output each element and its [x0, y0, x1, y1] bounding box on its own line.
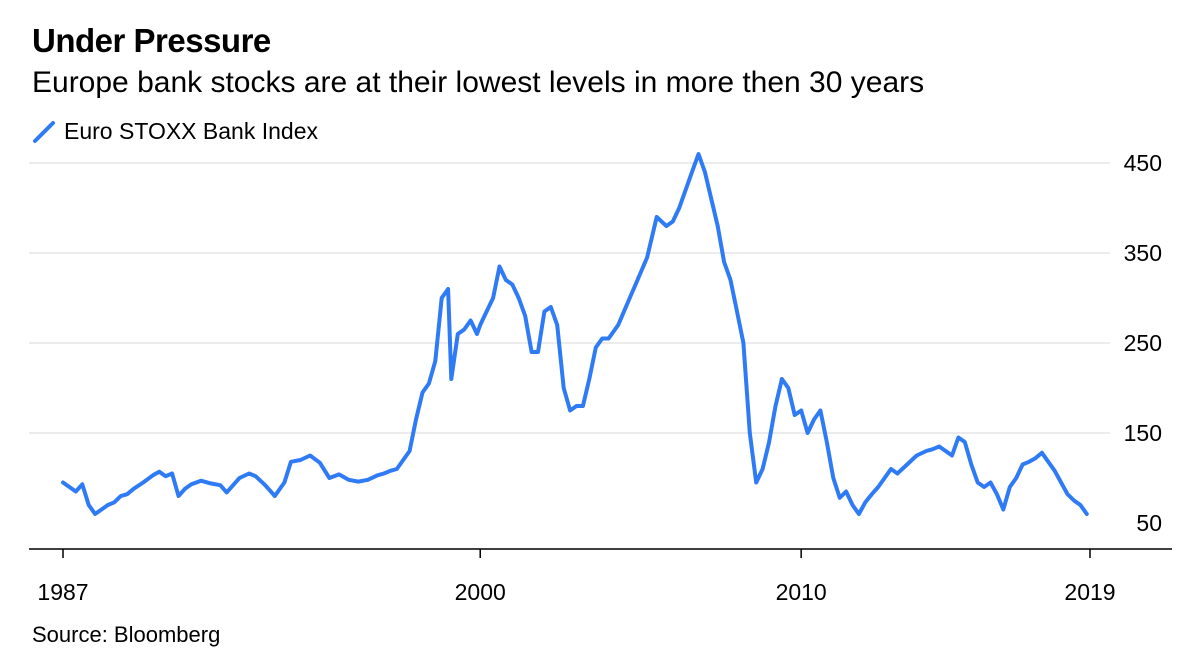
chart-title: Under Pressure: [32, 22, 271, 59]
legend-label: Euro STOXX Bank Index: [64, 118, 318, 144]
x-tick-label: 2019: [1064, 579, 1115, 605]
y-tick-label: 150: [1124, 420, 1162, 446]
y-tick-label: 350: [1124, 240, 1162, 266]
y-tick-label: 450: [1124, 150, 1162, 176]
x-tick-label: 2000: [455, 579, 506, 605]
x-tick-label: 1987: [37, 579, 88, 605]
x-tick-label: 2010: [776, 579, 827, 605]
legend-line-icon: [33, 120, 55, 143]
y-tick-label: 50: [1136, 510, 1162, 536]
source-note: Source: Bloomberg: [32, 622, 221, 647]
y-tick-label: 250: [1124, 330, 1162, 356]
series-line-euro-stoxx-bank-index: [61, 152, 1089, 516]
chart-legend: Euro STOXX Bank Index: [32, 118, 318, 145]
chart-subtitle: Europe bank stocks are at their lowest l…: [32, 66, 925, 99]
